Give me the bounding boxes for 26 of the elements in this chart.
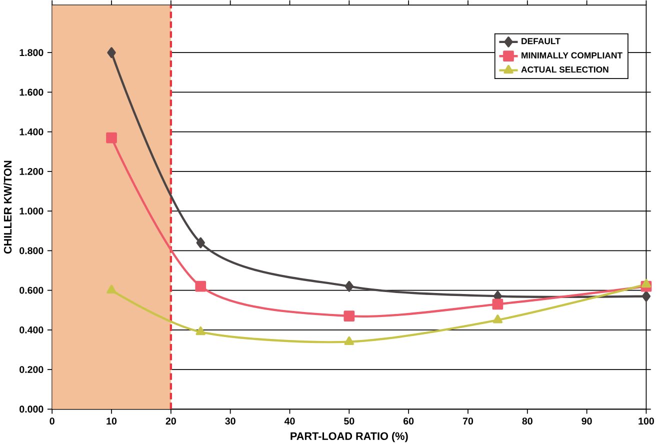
x-tick-label: 80 bbox=[522, 418, 532, 425]
legend-label: DEFAULT bbox=[522, 38, 560, 44]
y-tick-label: 1.200 bbox=[20, 168, 44, 176]
y-tick-label: 1.600 bbox=[20, 88, 44, 96]
y-tick-label: 0.800 bbox=[20, 247, 44, 254]
x-tick-label: 60 bbox=[403, 418, 414, 425]
x-tick-label: 0 bbox=[50, 418, 54, 425]
x-tick-label: 90 bbox=[582, 418, 592, 425]
x-axis-title: PART-LOAD RATIO (%) bbox=[290, 432, 408, 442]
y-tick-label: 1.800 bbox=[20, 49, 44, 56]
y-tick-label: 0.000 bbox=[20, 406, 44, 413]
y-tick-label: 1.000 bbox=[20, 208, 44, 215]
y-tick-label: 0.200 bbox=[20, 366, 44, 374]
x-tick-label: 30 bbox=[225, 418, 236, 425]
y-tick-label: 0.600 bbox=[20, 286, 44, 294]
x-tick-label: 50 bbox=[344, 418, 354, 425]
x-tick-label: 10 bbox=[106, 418, 117, 425]
legend-label: MINIMALLY COMPLIANT bbox=[522, 52, 622, 59]
y-tick-label: 1.400 bbox=[20, 128, 44, 136]
y-axis-title: CHILLER KW/TON bbox=[4, 160, 12, 254]
x-tick-label: 100 bbox=[638, 418, 654, 425]
x-tick-label: 20 bbox=[166, 418, 176, 425]
y-tick-label: 0.400 bbox=[20, 326, 44, 334]
legend-label: ACTUAL SELECTION bbox=[521, 66, 608, 73]
x-tick-label: 70 bbox=[462, 418, 474, 425]
x-tick-label: 40 bbox=[284, 418, 295, 425]
